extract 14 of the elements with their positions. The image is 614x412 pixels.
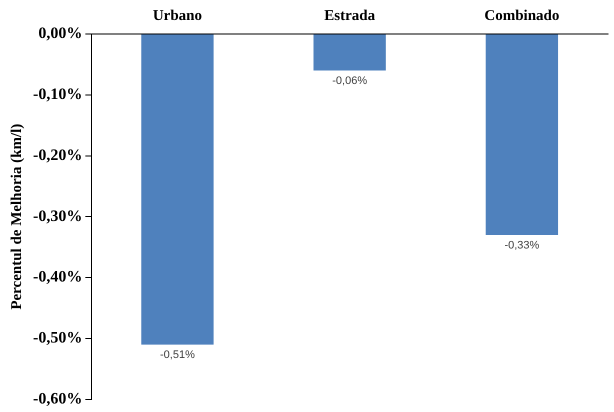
data-label: -0,06% bbox=[332, 75, 368, 88]
x-tick-label: Combinado bbox=[484, 8, 560, 24]
x-tick-label: Urbano bbox=[152, 8, 202, 24]
y-tick-label: -0,50% bbox=[33, 330, 82, 347]
data-label: -0,33% bbox=[504, 240, 540, 252]
y-tick-label: 0,00% bbox=[38, 25, 82, 42]
data-label: -0,51% bbox=[160, 349, 196, 362]
y-axis-title: Percentul de Melhoria (km/l) bbox=[8, 124, 25, 310]
y-tick-label: -0,40% bbox=[33, 268, 82, 286]
x-tick-label: Estrada bbox=[324, 8, 376, 24]
y-tick-label: -0,10% bbox=[33, 86, 82, 104]
y-tick-label: -0,20% bbox=[33, 146, 82, 164]
y-tick-label: -0,30% bbox=[33, 208, 82, 225]
y-tick-label: -0,60% bbox=[33, 390, 82, 408]
